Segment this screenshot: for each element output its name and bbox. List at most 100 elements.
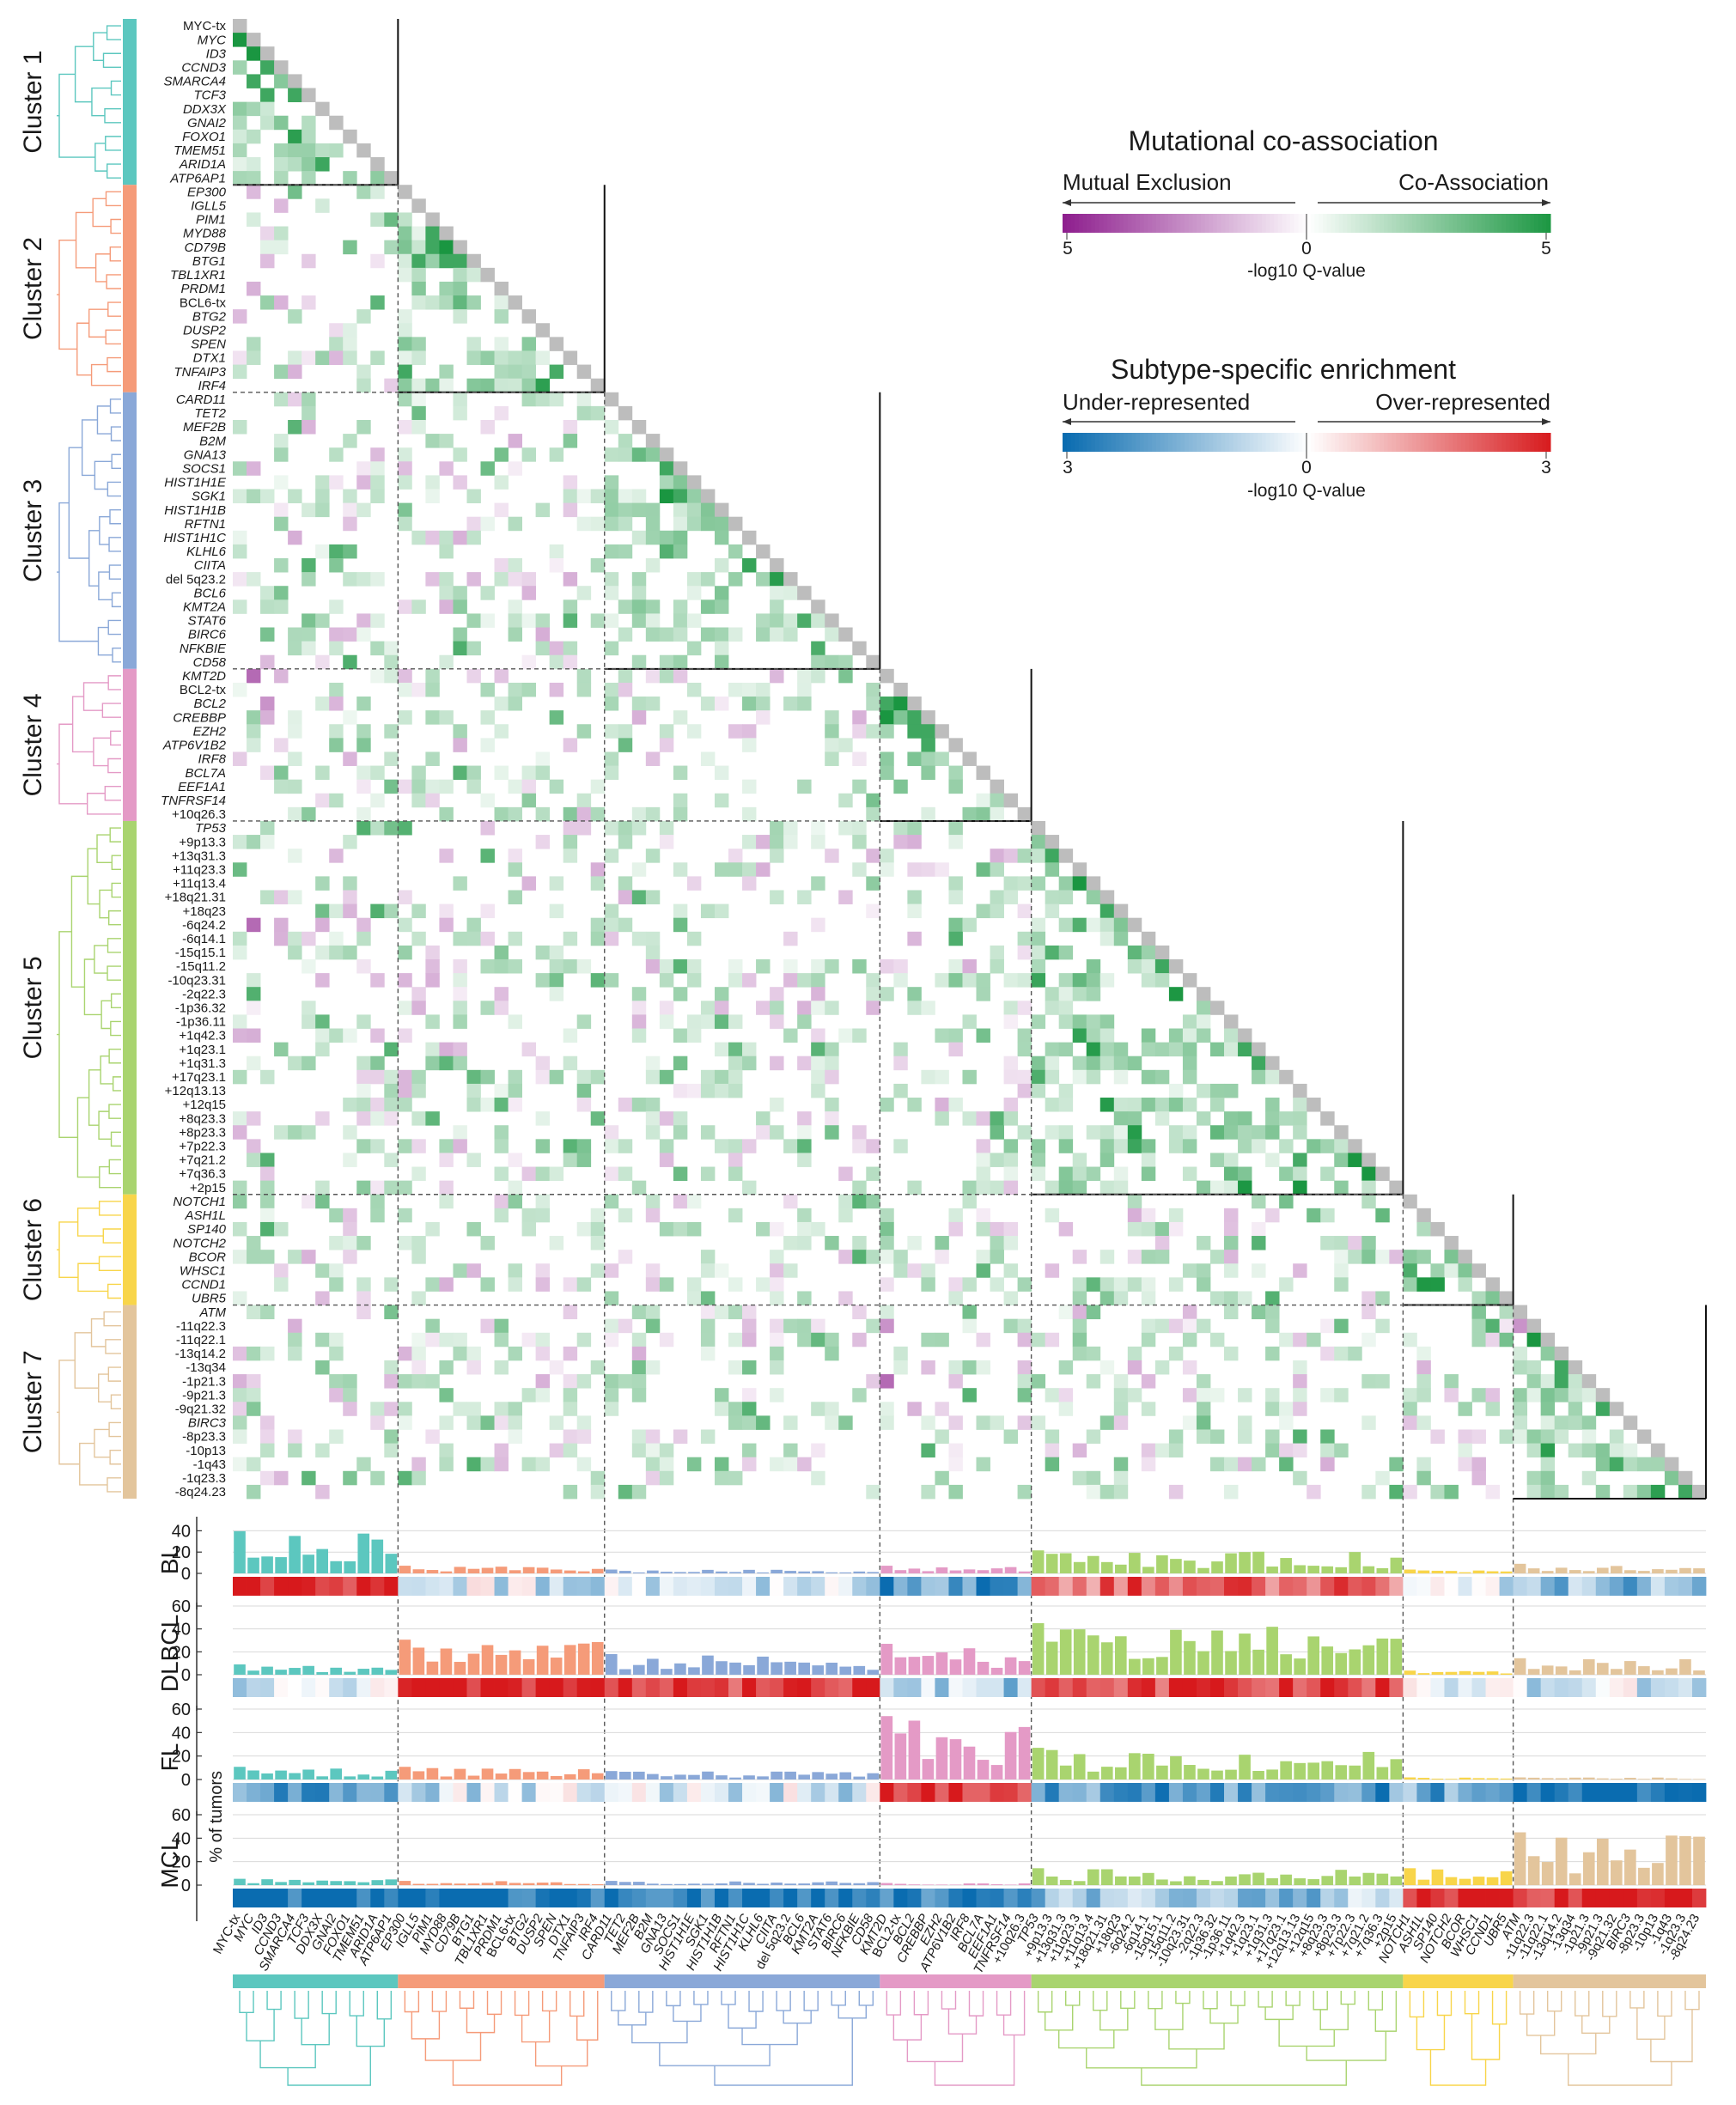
heatmap-cell: [315, 475, 330, 490]
heatmap-cell: [439, 1180, 454, 1195]
heatmap-cell: [356, 502, 371, 518]
dendrogram-branch: [98, 1256, 121, 1271]
diagonal-cell: [618, 405, 633, 421]
heatmap-cell: [453, 876, 467, 891]
bar: [1142, 1753, 1154, 1780]
heatmap-cell: [1003, 973, 1018, 988]
gradient-step: [1355, 433, 1361, 452]
heatmap-cell: [976, 1180, 990, 1195]
enrichment-cell: [549, 1678, 564, 1697]
heatmap-cell: [893, 835, 908, 849]
heatmap-cell: [370, 820, 385, 836]
heatmap-cell: [990, 1250, 1004, 1264]
enrichment-cell: [398, 1889, 412, 1907]
heatmap-cell: [631, 697, 647, 711]
heatmap-cell: [1334, 1346, 1349, 1361]
gradient-step: [1063, 433, 1068, 452]
heatmap-cell: [700, 516, 716, 532]
enrichment-cell: [274, 1889, 289, 1907]
heatmap-cell: [893, 973, 908, 988]
heatmap-cell: [425, 1014, 440, 1029]
heatmap-cell: [274, 1221, 289, 1237]
heatmap-cell: [1086, 1125, 1101, 1140]
heatmap-cell: [659, 1069, 674, 1085]
diagonal-cell: [494, 281, 509, 296]
diagonal-cell: [907, 697, 922, 711]
bar: [1280, 1558, 1292, 1573]
heatmap-cell: [783, 1415, 798, 1430]
heatmap-cell: [1540, 1374, 1556, 1389]
dendrogram-branch: [106, 25, 121, 40]
heatmap-cell: [866, 1001, 880, 1015]
heatmap-cell: [494, 1208, 509, 1223]
heatmap-cell: [1045, 1098, 1060, 1112]
row-gene-label: -2q22.3: [182, 987, 226, 1001]
heatmap-cell: [948, 1415, 963, 1430]
enrichment-cell: [1209, 1678, 1225, 1697]
heatmap-cell: [563, 1388, 578, 1402]
heatmap-cell: [288, 806, 302, 822]
heatmap-cell: [1499, 1332, 1514, 1348]
dendrogram-branch: [111, 882, 121, 898]
heatmap-cell: [302, 1470, 316, 1486]
heatmap-cell: [1045, 1429, 1060, 1444]
heatmap-cell: [329, 544, 344, 559]
row-gene-label: +13q31.3: [172, 849, 226, 863]
gradient-step: [1107, 214, 1112, 233]
bar: [1390, 1557, 1403, 1573]
heatmap-cell: [247, 710, 261, 725]
heatmap-cell: [1513, 1360, 1528, 1375]
heatmap-cell: [659, 973, 674, 988]
heatmap-cell: [590, 1360, 606, 1375]
heatmap-cell: [425, 958, 440, 974]
enrichment-cell: [1554, 1889, 1569, 1907]
heatmap-cell: [783, 958, 798, 974]
enrichment-cell: [590, 1577, 606, 1596]
heatmap-cell: [811, 1001, 825, 1015]
heatmap-cell: [535, 765, 551, 781]
heatmap-cell: [728, 1470, 743, 1486]
heatmap-cell: [535, 751, 551, 766]
bar: [1431, 1671, 1444, 1675]
heatmap-cell: [508, 958, 522, 974]
heatmap-cell: [673, 475, 688, 490]
heatmap-cell: [1168, 1429, 1184, 1444]
heatmap-cell: [770, 849, 784, 863]
gradient-step: [1188, 433, 1193, 452]
enrichment-cell: [1568, 1577, 1583, 1596]
enrichment-cell: [673, 1783, 688, 1802]
heatmap-cell: [645, 613, 661, 628]
gradient-step: [1518, 214, 1523, 233]
heatmap-cell: [686, 682, 702, 697]
bar: [261, 1556, 273, 1573]
bar: [1500, 1571, 1513, 1573]
enrichment-cell: [1113, 1783, 1129, 1802]
heatmap-cell: [398, 226, 412, 241]
bar: [1486, 1778, 1499, 1780]
enrichment-cell: [1348, 1783, 1362, 1802]
heatmap-cell: [1017, 903, 1032, 919]
enrichment-cell: [1513, 1783, 1528, 1802]
row-gene-label: +8q23.3: [179, 1111, 226, 1126]
bar: [1197, 1651, 1209, 1675]
bar: [1100, 1561, 1113, 1573]
heatmap-cell: [453, 295, 467, 310]
heatmap-cell: [1540, 1484, 1556, 1500]
dendrogram-branch: [1657, 1991, 1672, 2017]
heatmap-cell: [756, 572, 771, 587]
heatmap-cell: [1265, 1388, 1280, 1402]
heatmap-cell: [1209, 1098, 1225, 1112]
heatmap-cell: [714, 1402, 729, 1416]
heatmap-cell: [439, 295, 454, 310]
heatmap-cell: [233, 1028, 247, 1043]
heatmap-cell: [631, 862, 647, 877]
enrichment-cell: [948, 1783, 963, 1802]
heatmap-cell: [880, 1098, 894, 1112]
heatmap-cell: [659, 489, 674, 503]
enrichment-cell: [1389, 1678, 1404, 1697]
bar: [935, 1567, 948, 1573]
heatmap-cell: [1334, 1153, 1349, 1167]
heatmap-cell: [825, 738, 839, 752]
heatmap-cell: [466, 931, 481, 946]
